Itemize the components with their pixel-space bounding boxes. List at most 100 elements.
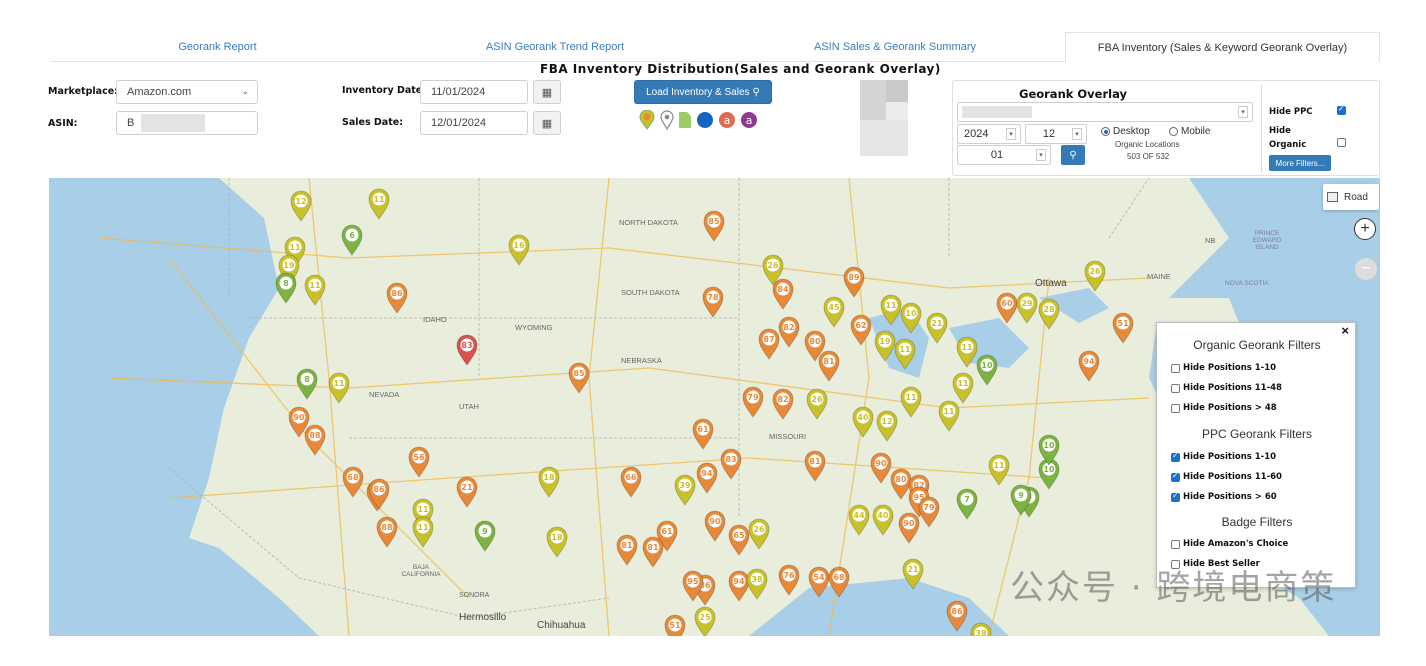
georank-map-pin[interactable]: 51	[663, 614, 687, 636]
load-inventory-button[interactable]: Load Inventory & Sales ⚲	[634, 80, 772, 104]
georank-map-pin[interactable]: 26	[805, 388, 829, 425]
georank-map-pin[interactable]: 56	[407, 446, 431, 483]
georank-map-pin[interactable]: 94	[695, 462, 719, 499]
zoom-out-button[interactable]: −	[1355, 258, 1377, 280]
georank-map-pin[interactable]: 11	[987, 454, 1011, 491]
georank-map-pin[interactable]: 79	[741, 386, 765, 423]
georank-map-pin[interactable]: 86	[385, 282, 409, 319]
sales-date-input[interactable]: 12/01/2024	[420, 111, 528, 135]
georank-map-pin[interactable]: 29	[1015, 292, 1039, 329]
georank-map-pin[interactable]: 16	[507, 234, 531, 271]
georank-map-pin[interactable]: 11	[303, 274, 327, 311]
georank-map-pin[interactable]: 78	[701, 286, 725, 323]
georank-map-pin[interactable]: 82	[777, 316, 801, 353]
georank-map-pin[interactable]: 94	[727, 570, 751, 607]
tab-fba-inventory[interactable]: FBA Inventory (Sales & Keyword Georank O…	[1065, 32, 1380, 62]
georank-map-pin[interactable]: 10	[1037, 434, 1061, 471]
georank-map-pin[interactable]: 45	[822, 296, 846, 333]
filter-ppc-1-10[interactable]: Hide Positions 1-10	[1171, 451, 1276, 462]
georank-map-pin[interactable]: 81	[803, 450, 827, 487]
georank-map-pin[interactable]: 11	[367, 188, 391, 225]
georank-map-pin[interactable]: 18	[537, 466, 561, 503]
filter-amazons-choice[interactable]: Hide Amazon's Choice	[1171, 539, 1288, 549]
georank-map-pin[interactable]: 81	[817, 350, 841, 387]
georank-map-pin[interactable]: 11	[879, 294, 903, 331]
georank-map-pin[interactable]: 19	[873, 330, 897, 367]
georank-map-pin[interactable]: 88	[375, 516, 399, 553]
georank-map-pin[interactable]: 90	[287, 406, 311, 443]
georank-map-pin[interactable]: 12	[875, 410, 899, 447]
filter-ppc-over-60[interactable]: Hide Positions > 60	[1171, 491, 1277, 502]
georank-map-pin[interactable]: 11	[937, 400, 961, 437]
georank-map-pin[interactable]: 9	[473, 520, 497, 557]
georank-map-pin[interactable]: 11	[899, 386, 923, 423]
georank-map-pin[interactable]: 83	[455, 334, 479, 371]
georank-map-pin[interactable]: 11	[283, 236, 307, 273]
georank-map-pin[interactable]: 88	[303, 424, 327, 461]
georank-map-pin[interactable]: 11	[955, 336, 979, 373]
georank-map-pin[interactable]: 90	[703, 510, 727, 547]
georank-map-pin[interactable]: 60	[995, 292, 1019, 329]
georank-map-pin[interactable]: 85	[567, 362, 591, 399]
asin-input[interactable]: B	[116, 111, 258, 135]
georank-map-pin[interactable]: 65	[727, 524, 751, 561]
georank-map-pin[interactable]: 26	[1083, 260, 1107, 297]
georank-map-pin[interactable]: 68	[341, 466, 365, 503]
georank-map-pin[interactable]: 85	[702, 210, 726, 247]
georank-map-pin[interactable]: 21	[925, 312, 949, 349]
filter-best-seller[interactable]: Hide Best Seller	[1171, 559, 1260, 569]
tab-asin-georank-trend[interactable]: ASIN Georank Trend Report	[385, 32, 725, 62]
georank-map-pin[interactable]: 66	[619, 466, 643, 503]
georank-map-pin[interactable]: 54	[807, 566, 831, 603]
georank-map-pin[interactable]: 10	[975, 354, 999, 391]
hide-organic-checkbox[interactable]	[1337, 138, 1346, 147]
georank-map-pin[interactable]: 40	[871, 504, 895, 541]
georank-map-pin[interactable]: 82	[771, 388, 795, 425]
georank-map-pin[interactable]: 26	[761, 254, 785, 291]
georank-map-pin[interactable]: 8	[274, 272, 298, 309]
georank-map-pin[interactable]: 95	[681, 570, 705, 607]
georank-map-pin[interactable]: 12	[289, 190, 313, 227]
tab-georank-report[interactable]: Georank Report	[50, 32, 385, 62]
georank-map-pin[interactable]: 40	[851, 406, 875, 443]
filter-organic-11-48[interactable]: Hide Positions 11-48	[1171, 383, 1282, 393]
georank-map-pin[interactable]: 86	[945, 600, 969, 636]
georank-map-pin[interactable]: 80	[889, 468, 913, 505]
georank-map-pin[interactable]: 51	[1111, 312, 1135, 349]
georank-map-pin[interactable]: 68	[827, 566, 851, 603]
georank-map-pin[interactable]: 84	[771, 278, 795, 315]
georank-map-pin[interactable]: 38	[969, 622, 993, 636]
filter-organic-1-10[interactable]: Hide Positions 1-10	[1171, 363, 1276, 373]
tab-asin-sales-georank-summary[interactable]: ASIN Sales & Georank Summary	[725, 32, 1065, 62]
georank-map-pin[interactable]: 90	[869, 452, 893, 489]
georank-map-pin[interactable]: 26	[747, 518, 771, 555]
hide-ppc-checkbox[interactable]	[1337, 104, 1346, 115]
georank-map-pin[interactable]: 90	[897, 512, 921, 549]
georank-map-pin[interactable]: 87	[757, 328, 781, 365]
georank-map-pin[interactable]: 79	[917, 496, 941, 533]
day-select[interactable]: 01 ▾	[957, 145, 1051, 165]
filter-organic-over-48[interactable]: Hide Positions > 48	[1171, 403, 1277, 413]
georank-map-pin[interactable]: 38	[745, 568, 769, 605]
georank-map-pin[interactable]: 25	[693, 606, 717, 636]
georank-map-pin[interactable]: 7	[955, 488, 979, 525]
georank-map-pin[interactable]: 21	[901, 558, 925, 595]
filter-ppc-11-60[interactable]: Hide Positions 11-60	[1171, 471, 1282, 482]
marketplace-select[interactable]: Amazon.com ⌄	[116, 80, 258, 104]
more-filters-button[interactable]: More Filters...	[1269, 155, 1331, 171]
year-select[interactable]: 2024 ▾	[957, 124, 1021, 144]
sales-calendar-icon[interactable]: ▦	[533, 111, 561, 135]
georank-map-pin[interactable]: 11	[893, 338, 917, 375]
close-icon[interactable]: ×	[1341, 323, 1349, 338]
georank-map-pin[interactable]: 44	[847, 504, 871, 541]
georank-map-pin[interactable]: 61	[691, 418, 715, 455]
georank-map-pin[interactable]: 39	[673, 474, 697, 511]
keyword-select[interactable]: ▾	[957, 102, 1253, 122]
overlay-search-button[interactable]: ⚲	[1061, 145, 1085, 165]
georank-map-pin[interactable]: 9	[1009, 484, 1033, 521]
georank-map-pin[interactable]: 11	[411, 516, 435, 553]
georank-map-pin[interactable]: 94	[1077, 350, 1101, 387]
georank-map-pin[interactable]: 18	[545, 526, 569, 563]
georank-map-pin[interactable]: 81	[615, 534, 639, 571]
georank-map-pin[interactable]: 8	[295, 368, 319, 405]
